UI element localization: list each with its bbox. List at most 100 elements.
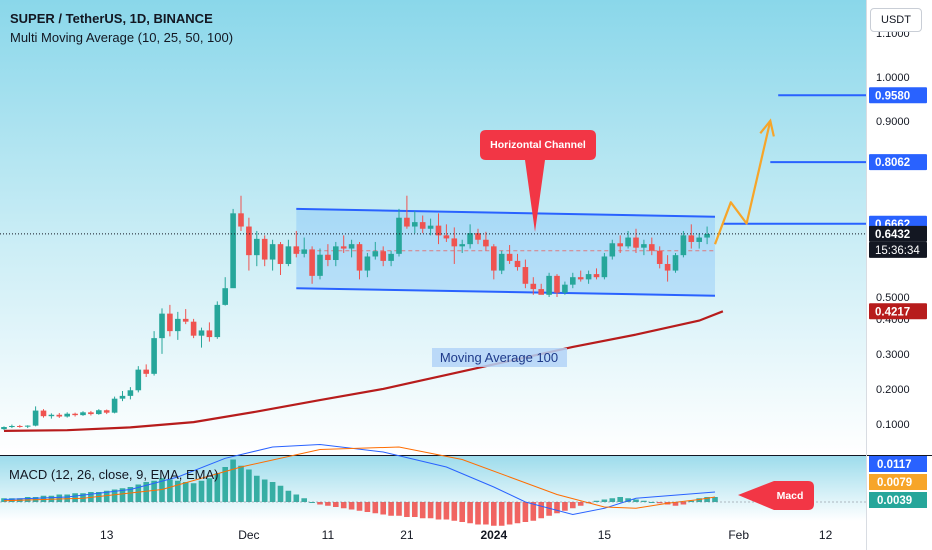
candle xyxy=(459,239,465,253)
candle-body xyxy=(562,284,568,293)
candle-body xyxy=(530,283,537,290)
currency-button[interactable]: USDT xyxy=(870,8,922,32)
candle-body xyxy=(506,253,513,261)
callout-text: Macd xyxy=(777,490,804,502)
candle xyxy=(601,252,608,280)
candle-body xyxy=(64,413,70,417)
macd-histogram-bar xyxy=(562,502,568,511)
candle xyxy=(246,217,252,271)
candle xyxy=(656,246,663,269)
macd-histogram-bar xyxy=(396,502,402,516)
candle xyxy=(285,239,292,267)
candle xyxy=(159,308,165,354)
candle xyxy=(214,301,221,339)
candle-body xyxy=(277,244,284,264)
candle xyxy=(269,239,276,271)
candle xyxy=(222,277,228,306)
candle xyxy=(530,277,537,295)
candle-body xyxy=(522,267,529,284)
candle xyxy=(435,213,442,245)
time-tick-label: 15 xyxy=(598,528,612,542)
candle xyxy=(325,244,331,267)
callout-shape xyxy=(738,481,814,510)
macd-histogram-bar xyxy=(609,498,616,502)
candle-body xyxy=(32,410,39,426)
candle-body xyxy=(293,246,300,254)
macd-histogram-bar xyxy=(1,498,7,502)
macd-histogram-bar xyxy=(182,482,189,502)
candle-body xyxy=(696,237,702,242)
macd-histogram-bar xyxy=(238,465,244,502)
candle xyxy=(554,274,560,297)
price-label-box xyxy=(869,87,927,104)
candle xyxy=(388,250,394,267)
macd-histogram-bar xyxy=(40,495,47,502)
macd-histogram-bar xyxy=(309,502,315,503)
candle-body xyxy=(143,369,149,374)
candle-body xyxy=(127,390,134,396)
macd-histogram-bar xyxy=(483,502,489,525)
macd-histogram-bar xyxy=(601,499,608,502)
indicator-title: Multi Moving Average (10, 25, 50, 100) xyxy=(10,30,234,45)
candle xyxy=(175,311,181,340)
time-tick-label: 21 xyxy=(400,528,414,542)
candle xyxy=(143,364,149,377)
candle-body xyxy=(325,254,331,261)
candle-body xyxy=(17,425,23,427)
candle-body xyxy=(570,277,576,285)
macd-histogram-bar xyxy=(230,459,236,502)
macd-histogram-bar xyxy=(380,502,386,515)
macd-histogram-bar xyxy=(491,502,497,526)
candle xyxy=(633,228,639,253)
candle xyxy=(277,241,284,275)
candle xyxy=(451,227,458,264)
macd-callout[interactable]: Macd xyxy=(738,481,814,510)
macd-histogram-bar xyxy=(135,484,142,502)
candle-body xyxy=(475,233,481,240)
macd-histogram-bar xyxy=(261,479,268,502)
macd-histogram-bar xyxy=(167,479,173,502)
candle-body xyxy=(72,413,78,416)
channel-upper-line xyxy=(296,207,716,218)
horizontal-channel-callout[interactable]: Horizontal Channel xyxy=(480,130,596,232)
candle-body xyxy=(238,213,244,227)
macd-histogram-bar xyxy=(293,494,300,502)
macd-histogram-bar xyxy=(672,502,679,506)
candle xyxy=(664,255,671,282)
candle-body xyxy=(135,369,142,391)
candle-body xyxy=(167,313,173,332)
candle-body xyxy=(24,425,31,427)
macd-histogram-bar xyxy=(522,502,529,522)
candle xyxy=(103,409,110,415)
candle-body xyxy=(680,235,687,256)
macd-histogram-bar xyxy=(498,502,505,526)
macd-histogram-bar xyxy=(546,502,552,516)
macd-histogram-bar xyxy=(467,502,473,524)
macd-histogram-bar xyxy=(435,502,442,520)
macd-histogram-bar xyxy=(222,467,228,502)
candle-body xyxy=(641,244,647,248)
candle xyxy=(111,396,118,414)
candle xyxy=(96,409,102,415)
price-label-countdown: 15:36:34 xyxy=(869,241,927,258)
candle-body xyxy=(151,338,157,374)
moving-average-label[interactable]: Moving Average 100 xyxy=(432,348,567,367)
macd-label-text: 0.0117 xyxy=(877,459,912,471)
macd-histogram-bar xyxy=(506,502,513,525)
candle xyxy=(17,424,23,428)
macd-histogram-bar xyxy=(617,497,623,502)
price-label-ma: 0.4217 xyxy=(869,303,927,320)
candle xyxy=(498,250,505,275)
candle-body xyxy=(206,330,213,338)
candle-body xyxy=(491,246,497,271)
candle-body xyxy=(649,244,655,251)
price-label-text: 15:36:34 xyxy=(875,245,920,257)
price-label-text: 0.8062 xyxy=(875,157,910,169)
candle-body xyxy=(459,244,465,247)
macd-label-text: 0.0079 xyxy=(877,477,912,489)
candle-body xyxy=(340,246,347,249)
candle xyxy=(617,235,623,253)
macd-histogram-bar xyxy=(641,500,647,502)
macd-histogram-bar xyxy=(246,469,252,502)
